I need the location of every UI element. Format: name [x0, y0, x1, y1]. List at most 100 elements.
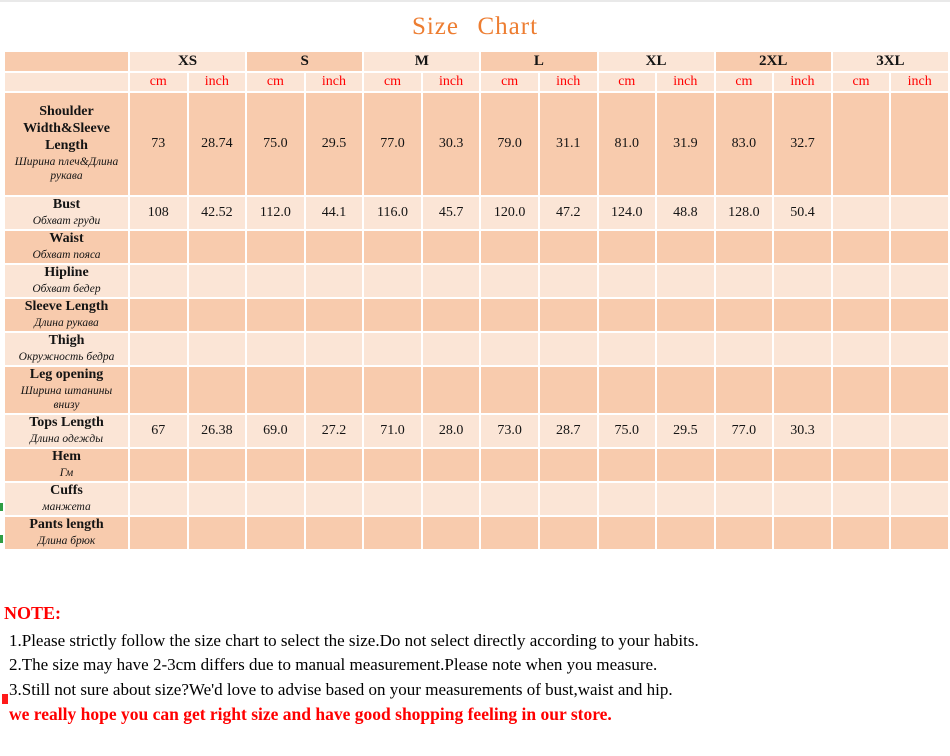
value-cell [713, 365, 775, 415]
row-label: Waist Обхват пояса [3, 229, 130, 265]
value-cell [889, 412, 950, 449]
value-cell: 45.7 [420, 195, 482, 231]
value-cell [420, 446, 482, 483]
row-label: Leg opening Ширина штанины внизу [3, 365, 130, 415]
value-cell: 30.3 [772, 412, 833, 449]
note-line-3: 3.Still not sure about size?We'd love to… [9, 679, 673, 699]
value-cell [479, 331, 540, 367]
value-cell [713, 297, 775, 333]
value-cell [128, 480, 189, 517]
row-label: Tops Length Длина одежды [3, 412, 130, 449]
value-cell [303, 514, 365, 551]
value-cell [889, 263, 950, 299]
value-cell [596, 480, 658, 517]
value-cell [245, 297, 306, 333]
value-cell [830, 331, 892, 367]
value-cell [420, 480, 482, 517]
value-cell: 112.0 [245, 195, 306, 231]
value-cell [479, 480, 540, 517]
value-cell [713, 480, 775, 517]
table-row: Hem Гм [3, 446, 950, 483]
value-cell [128, 365, 189, 415]
value-cell: 67 [128, 412, 189, 449]
value-cell: 47.2 [537, 195, 599, 231]
value-cell [186, 229, 248, 265]
value-cell [830, 446, 892, 483]
value-cell [772, 229, 833, 265]
value-cell [303, 229, 365, 265]
size-col-header-l: L [479, 50, 599, 73]
value-cell [596, 297, 658, 333]
value-cell: 30.3 [420, 91, 482, 197]
value-cell [362, 331, 423, 367]
value-cell [303, 480, 365, 517]
value-cell: 81.0 [596, 91, 658, 197]
value-cell [186, 446, 248, 483]
value-cell [713, 514, 775, 551]
table-row: Bust Обхват груди 108 42.52 112.0 44.1 116.0 45… [3, 195, 950, 231]
row-label-en: Tops Length [29, 414, 104, 430]
value-cell [772, 365, 833, 415]
value-cell: 31.9 [655, 91, 716, 197]
row-label-ru: Обхват пояса [32, 249, 101, 262]
value-cell [772, 480, 833, 517]
value-cell [362, 365, 423, 415]
row-label-en: Bust [52, 197, 81, 213]
value-cell [655, 297, 716, 333]
value-cell [830, 514, 892, 551]
value-cell [479, 365, 540, 415]
unit-header-2xl-cm: cm [713, 71, 775, 93]
row-label: Thigh Окружность бедра [3, 331, 130, 367]
size-col-header-2xl: 2XL [713, 50, 833, 73]
value-cell [303, 446, 365, 483]
size-chart-container: XS S M L XL 2XL 3XL cm inch cm inch cm inch cm inch cm i… [3, 50, 950, 551]
row-label: Hem Гм [3, 446, 130, 483]
value-cell [479, 446, 540, 483]
row-label: Bust Обхват груди [3, 195, 130, 231]
value-cell [596, 365, 658, 415]
value-cell [655, 480, 716, 517]
size-col-header-3xl: 3XL [830, 50, 950, 73]
value-cell: 77.0 [362, 91, 423, 197]
value-cell [186, 365, 248, 415]
page-top-border [0, 0, 950, 2]
value-cell [772, 331, 833, 367]
value-cell [420, 331, 482, 367]
value-cell: 31.1 [537, 91, 599, 197]
unit-header-m-inch: inch [420, 71, 482, 93]
value-cell [420, 514, 482, 551]
value-cell [537, 514, 599, 551]
value-cell [245, 480, 306, 517]
unit-header-l-cm: cm [479, 71, 540, 93]
note-line-2: 2.The size may have 2-3cm differs due to… [9, 655, 658, 675]
value-cell [186, 480, 248, 517]
value-cell [713, 229, 775, 265]
unit-header-3xl-cm: cm [830, 71, 892, 93]
value-cell [537, 480, 599, 517]
row-label-ru: Длина одежды [29, 432, 104, 445]
note-footer: we really hope you can get right size an… [9, 704, 612, 725]
row-label-en: Sleeve Length [24, 299, 109, 315]
size-chart-table: XS S M L XL 2XL 3XL cm inch cm inch cm inch cm inch cm i… [3, 50, 950, 551]
value-cell: 48.8 [655, 195, 716, 231]
value-cell [245, 263, 306, 299]
value-cell: 29.5 [655, 412, 716, 449]
value-cell [245, 446, 306, 483]
unit-header-xl-inch: inch [655, 71, 716, 93]
row-label-en: Cuffs [50, 482, 83, 498]
value-cell: 73.0 [479, 412, 540, 449]
value-cell: 50.4 [772, 195, 833, 231]
value-cell [889, 195, 950, 231]
row-label-en: Waist [49, 231, 84, 247]
unit-header-l-inch: inch [537, 71, 599, 93]
unit-header-xs-cm: cm [128, 71, 189, 93]
value-cell: 116.0 [362, 195, 423, 231]
row-label: Hipline Обхват бедер [3, 263, 130, 299]
table-row: Thigh Окружность бедра [3, 331, 950, 367]
value-cell [479, 263, 540, 299]
value-cell: 75.0 [596, 412, 658, 449]
value-cell [362, 263, 423, 299]
value-cell [655, 514, 716, 551]
value-cell [830, 297, 892, 333]
corner-cell [3, 50, 130, 73]
